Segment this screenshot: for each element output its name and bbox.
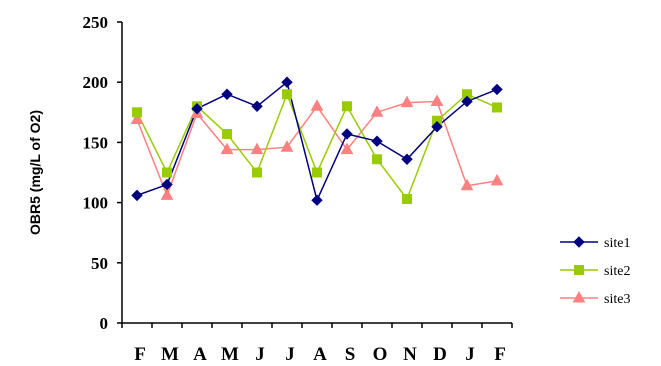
data-point-site1 (461, 95, 473, 108)
data-point-site1 (371, 135, 383, 147)
data-point-site3 (130, 112, 144, 125)
data-point-site2 (492, 102, 502, 113)
x-tick-label: F (134, 344, 146, 365)
data-point-site3 (280, 140, 294, 152)
x-tick-label: M (221, 344, 239, 365)
legend: site1 site2 site3 (560, 236, 630, 307)
data-point-site3 (160, 188, 174, 200)
data-point-site1 (191, 102, 203, 115)
data-point-site1 (221, 88, 233, 100)
data-point-site2 (372, 154, 382, 165)
y-tick-label: 150 (83, 133, 109, 152)
data-point-site2 (222, 128, 232, 139)
y-tick-label: 0 (100, 314, 109, 333)
data-point-site3 (250, 142, 264, 155)
x-tick-label: J (285, 344, 295, 365)
x-tick-label: A (313, 344, 327, 365)
legend-label-site2: site2 (604, 264, 630, 279)
data-point-site1 (401, 153, 413, 165)
y-tick-label: 100 (83, 194, 109, 213)
data-point-site1 (161, 178, 173, 191)
data-point-site1 (311, 194, 323, 206)
legend-marker-site3 (572, 290, 586, 303)
legend-label-site1: site1 (604, 236, 630, 251)
y-tick-label: 250 (83, 13, 109, 32)
data-point-site1 (431, 121, 443, 133)
legend-marker-site1 (573, 236, 585, 248)
x-tick-label: O (373, 344, 388, 365)
data-point-site2 (342, 101, 352, 112)
data-point-site2 (252, 167, 262, 178)
x-tick-label: F (494, 344, 506, 365)
data-point-site1 (281, 76, 293, 88)
x-tick-label: M (161, 344, 179, 365)
data-point-site1 (251, 100, 263, 112)
data-point-site2 (132, 107, 142, 118)
legend-label-site3: site3 (604, 292, 630, 307)
data-point-site3 (400, 95, 414, 108)
data-point-site2 (282, 89, 292, 100)
x-tick-label: J (255, 344, 265, 365)
data-point-site3 (460, 178, 474, 191)
data-point-site2 (402, 193, 412, 204)
x-tick-label: D (433, 344, 447, 365)
data-point-site2 (312, 167, 322, 178)
data-point-site3 (490, 173, 504, 186)
legend-marker-site2 (574, 265, 584, 275)
x-tick-label: S (345, 344, 356, 365)
plot-area (130, 76, 504, 206)
data-point-site3 (310, 99, 324, 111)
data-point-site3 (370, 105, 384, 117)
x-tick-label: A (193, 344, 207, 365)
y-tick-label: 50 (91, 254, 108, 273)
data-point-site3 (430, 94, 444, 106)
y-axis: 0 50 100 150 200 250 (83, 13, 123, 333)
y-tick-label: 200 (83, 73, 109, 92)
x-tick-label: J (465, 344, 475, 365)
data-point-site3 (340, 142, 354, 155)
y-axis-label: OBR5 (mg/L of O2) (27, 110, 43, 235)
data-point-site1 (491, 83, 503, 96)
x-tick-label: N (403, 344, 417, 365)
data-point-site3 (220, 142, 234, 155)
data-point-site2 (162, 167, 172, 178)
data-point-site1 (131, 189, 143, 202)
data-point-site1 (341, 128, 353, 140)
